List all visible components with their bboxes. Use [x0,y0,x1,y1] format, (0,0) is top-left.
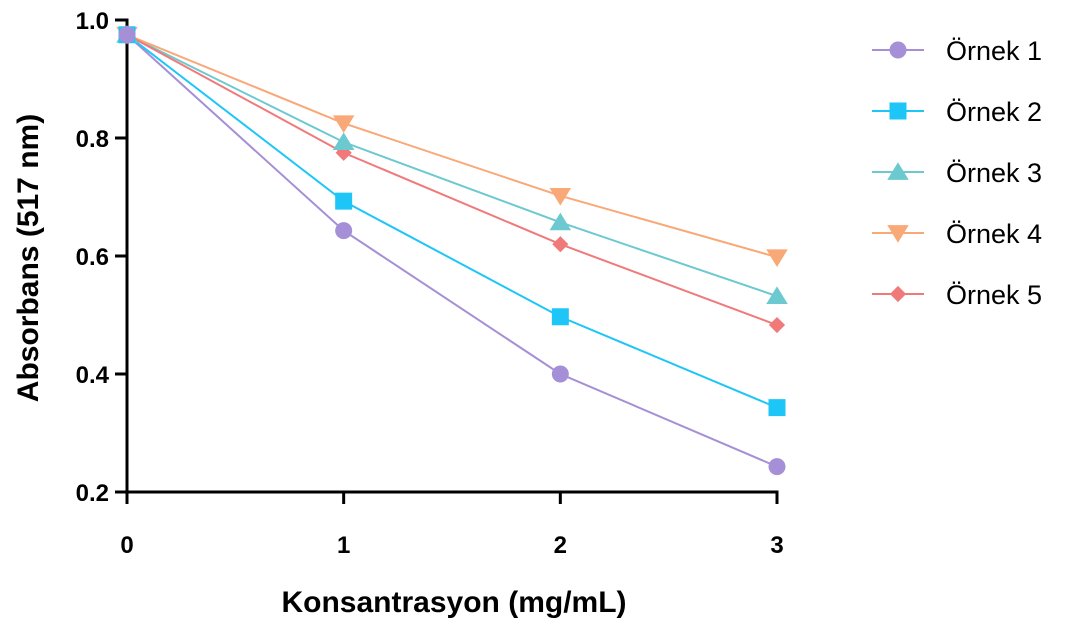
legend-item: Örnek 4 [872,219,1042,249]
legend-item: Örnek 5 [872,280,1042,310]
y-tick-label: 1.0 [76,8,109,35]
x-tick-label: 3 [770,532,783,559]
x-ticks: 0 1 2 3 [120,492,784,559]
x-tick-label: 0 [120,532,133,559]
data-point [118,26,136,44]
y-tick-label: 0.4 [76,362,110,389]
legend-marker [887,162,909,180]
axes [125,18,779,494]
y-axis-title: Absorbans (517 nm) [12,114,45,402]
x-tick-label: 1 [337,532,350,559]
y-tick-label: 0.6 [76,244,109,271]
data-point [768,399,786,417]
legend-label: Örnek 3 [946,158,1042,188]
x-axis-title: Konsantrasyon (mg/mL) [281,586,626,619]
data-point [551,308,569,326]
data-point [549,212,572,231]
data-point [552,236,569,253]
legend-item: Örnek 1 [872,36,1042,66]
legend-label: Örnek 1 [946,36,1042,66]
data-point [335,222,353,240]
y-tick-label: 0.2 [76,480,109,507]
legend: Örnek 1 Örnek 2 Örnek 3 Örnek 4 Örnek 5 [872,36,1042,310]
series-line [126,33,778,326]
legend-label: Örnek 5 [946,280,1042,310]
data-point [549,188,572,206]
legend-item: Örnek 3 [872,158,1042,188]
legend-marker [889,285,907,303]
series-markers [116,24,788,304]
series-line [126,33,778,259]
legend-item: Örnek 2 [872,97,1042,127]
series-line [126,33,778,298]
data-point [766,249,788,267]
legend-marker [889,41,907,59]
series-3 [126,33,778,298]
data-point [768,458,786,476]
data-point [332,115,355,134]
series-1 [126,34,778,468]
series-markers [118,26,786,476]
legend-marker [889,102,907,120]
data-point [332,132,355,150]
series-line [126,34,778,468]
x-tick-label: 2 [554,532,567,559]
series-5 [126,33,778,326]
series-layer [116,24,788,476]
data-point [766,286,788,304]
legend-label: Örnek 4 [946,219,1042,249]
series-2 [126,33,778,409]
y-tick-label: 0.8 [76,126,109,153]
data-point [335,192,353,210]
y-ticks: 0.2 0.4 0.6 0.8 1.0 [76,8,127,507]
series-4 [126,33,778,259]
legend-label: Örnek 2 [946,97,1042,127]
legend-marker [887,225,909,243]
data-point [768,316,786,334]
data-point [551,365,569,383]
series-line [126,33,778,409]
